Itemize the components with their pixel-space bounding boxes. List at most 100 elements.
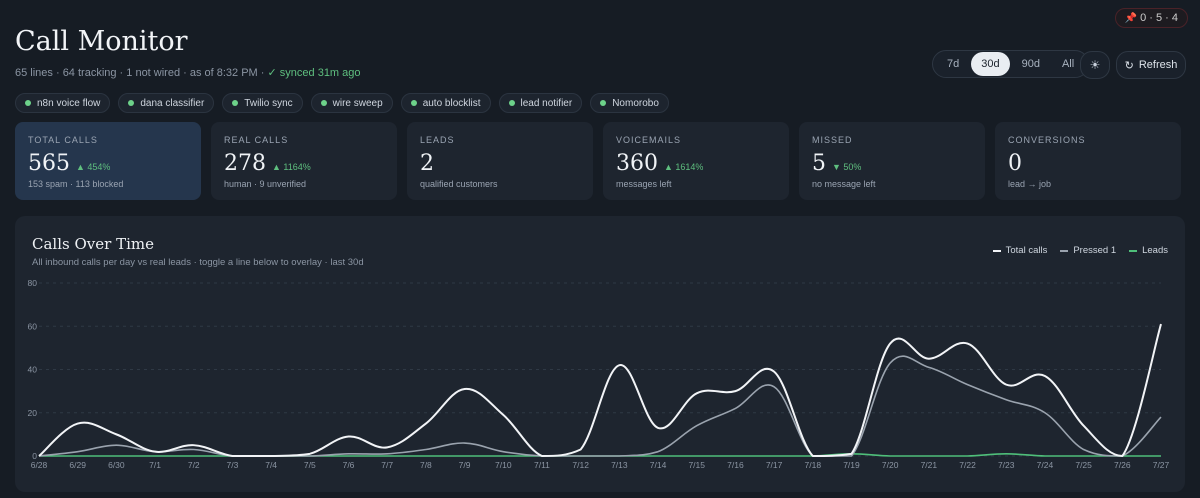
y-tick-label: 80 [28, 278, 38, 288]
refresh-button[interactable]: ↻ Refresh [1116, 51, 1186, 79]
card-value: 5 [812, 151, 826, 176]
chip-dana-classifier[interactable]: dana classifier [118, 93, 215, 113]
calls-chart: 0 20 40 60 80 6/28 6/29 6/30 7/1 7/2 7/3 7/4 7/5 7/6 7… [28, 278, 1170, 470]
x-tick-label: 7/10 [495, 460, 512, 470]
chip-label: Nomorobo [612, 97, 659, 109]
x-tick-label: 7/27 [1153, 460, 1170, 470]
status-badge-text: 0 · 5 · 4 [1140, 12, 1178, 24]
y-tick-label: 40 [28, 365, 38, 375]
card-total-calls[interactable]: TOTAL CALLS 565 ▲ 454% 153 spam · 113 blo… [15, 122, 201, 200]
card-leads[interactable]: LEADS 2 qualified customers [407, 122, 593, 200]
card-voicemails[interactable]: VOICEMAILS 360 ▲ 1614% messages left [603, 122, 789, 200]
x-tick-label: 7/11 [534, 460, 550, 470]
status-dot-icon [600, 100, 607, 106]
chip-label: dana classifier [140, 97, 205, 109]
integration-chips: n8n voice flow dana classifier Twilio sy… [15, 93, 669, 113]
x-tick-label: 7/19 [843, 460, 860, 470]
legend-total-calls[interactable]: Total calls [992, 245, 1048, 256]
chip-twilio-sync[interactable]: Twilio sync [222, 93, 303, 113]
x-tick-label: 7/26 [1114, 460, 1131, 470]
card-label: VOICEMAILS [616, 135, 682, 145]
page-subtitle: 65 lines · 64 tracking · 1 not wired · a… [15, 66, 361, 79]
card-sub: 153 spam · 113 blocked [28, 179, 124, 189]
status-dot-icon [25, 100, 31, 106]
x-tick-label: 6/29 [69, 460, 86, 470]
x-tick-label: 7/16 [727, 460, 744, 470]
sun-icon: ☀ [1089, 58, 1101, 72]
card-delta: ▲ 454% [76, 162, 111, 172]
x-tick-label: 7/1 [149, 460, 161, 470]
status-dot-icon [320, 100, 327, 106]
x-tick-label: 6/28 [31, 460, 48, 470]
x-tick-label: 7/24 [1037, 460, 1054, 470]
legend-swatch [1060, 249, 1069, 252]
chip-label: auto blocklist [422, 97, 481, 109]
chip-nomorobo[interactable]: Nomorobo [590, 93, 669, 113]
x-tick-label: 7/20 [882, 460, 899, 470]
x-tick-label: 6/30 [108, 460, 125, 470]
card-label: REAL CALLS [224, 135, 289, 145]
x-tick-label: 7/21 [921, 460, 938, 470]
legend-label: Leads [1142, 245, 1168, 256]
pin-icon: 📌 [1124, 12, 1138, 24]
x-tick-label: 7/25 [1075, 460, 1092, 470]
x-tick-label: 7/2 [188, 460, 200, 470]
refresh-icon: ↻ [1124, 59, 1134, 72]
chip-auto-blocklist[interactable]: auto blocklist [400, 93, 491, 113]
card-missed[interactable]: MISSED 5 ▼ 50% no message left [799, 122, 985, 200]
x-tick-label: 7/8 [420, 460, 432, 470]
range-option-90d[interactable]: 90d [1021, 58, 1040, 70]
x-tick-label: 7/4 [265, 460, 277, 470]
x-tick-label: 7/23 [998, 460, 1015, 470]
series-line-total-calls [38, 323, 1162, 457]
range-selector: 7d 30d 90d All [932, 50, 1090, 78]
range-option-7d[interactable]: 7d [947, 58, 960, 70]
legend-swatch [992, 249, 1001, 252]
y-tick-label: 20 [28, 408, 38, 418]
chip-label: wire sweep [332, 97, 383, 109]
x-tick-label: 7/18 [805, 460, 822, 470]
x-tick-label: 7/13 [611, 460, 628, 470]
legend-leads[interactable]: Leads [1129, 245, 1168, 256]
range-option-30d[interactable]: 30d [971, 52, 1010, 76]
card-label: LEADS [420, 135, 455, 145]
legend-label: Total calls [1005, 245, 1048, 256]
x-tick-label: 7/14 [650, 460, 667, 470]
card-label: CONVERSIONS [1008, 135, 1086, 145]
chip-lead-notifier[interactable]: lead notifier [498, 93, 583, 113]
card-sub: messages left [616, 179, 672, 189]
card-real-calls[interactable]: REAL CALLS 278 ▲ 1164% human · 9 unverifi… [211, 122, 397, 200]
status-dot-icon [508, 100, 515, 106]
calls-chart-panel: Calls Over Time All inbound calls per da… [15, 216, 1185, 492]
x-tick-label: 7/17 [766, 460, 783, 470]
chip-label: Twilio sync [244, 97, 293, 109]
page-title: Call Monitor [15, 26, 188, 57]
subtitle-status: 65 lines · 64 tracking · 1 not wired · a… [15, 67, 265, 79]
y-tick-label: 0 [32, 451, 37, 461]
x-tick-label: 7/22 [959, 460, 976, 470]
x-tick-label: 7/6 [343, 460, 355, 470]
chart-legend: Total calls Pressed 1 Leads [992, 245, 1168, 256]
card-sub: no message left [812, 179, 876, 189]
status-dot-icon [232, 100, 239, 106]
status-dot-icon [128, 100, 135, 106]
chip-label: lead notifier [520, 97, 573, 109]
status-badge[interactable]: 📌 0 · 5 · 4 [1114, 8, 1188, 28]
card-delta: ▲ 1164% [272, 162, 311, 172]
card-label: TOTAL CALLS [28, 135, 98, 145]
theme-toggle-button[interactable]: ☀ [1080, 51, 1110, 79]
chip-wire-sweep[interactable]: wire sweep [310, 93, 393, 113]
card-value: 0 [1008, 151, 1022, 176]
card-sub: qualified customers [420, 179, 498, 189]
card-label: MISSED [812, 135, 853, 145]
stat-cards: TOTAL CALLS 565 ▲ 454% 153 spam · 113 blo… [15, 122, 1181, 200]
synced-status: ✓ synced 31m ago [267, 67, 361, 79]
legend-pressed-1[interactable]: Pressed 1 [1060, 245, 1116, 256]
refresh-label: Refresh [1138, 59, 1178, 71]
range-option-all[interactable]: All [1061, 58, 1075, 70]
chart-subtitle: All inbound calls per day vs real leads … [32, 257, 364, 268]
card-conversions[interactable]: CONVERSIONS 0 lead → job [995, 122, 1181, 200]
card-sub: lead → job [1008, 179, 1052, 189]
chip-n8n-voice-flow[interactable]: n8n voice flow [15, 93, 111, 113]
chip-label: n8n voice flow [37, 97, 101, 109]
